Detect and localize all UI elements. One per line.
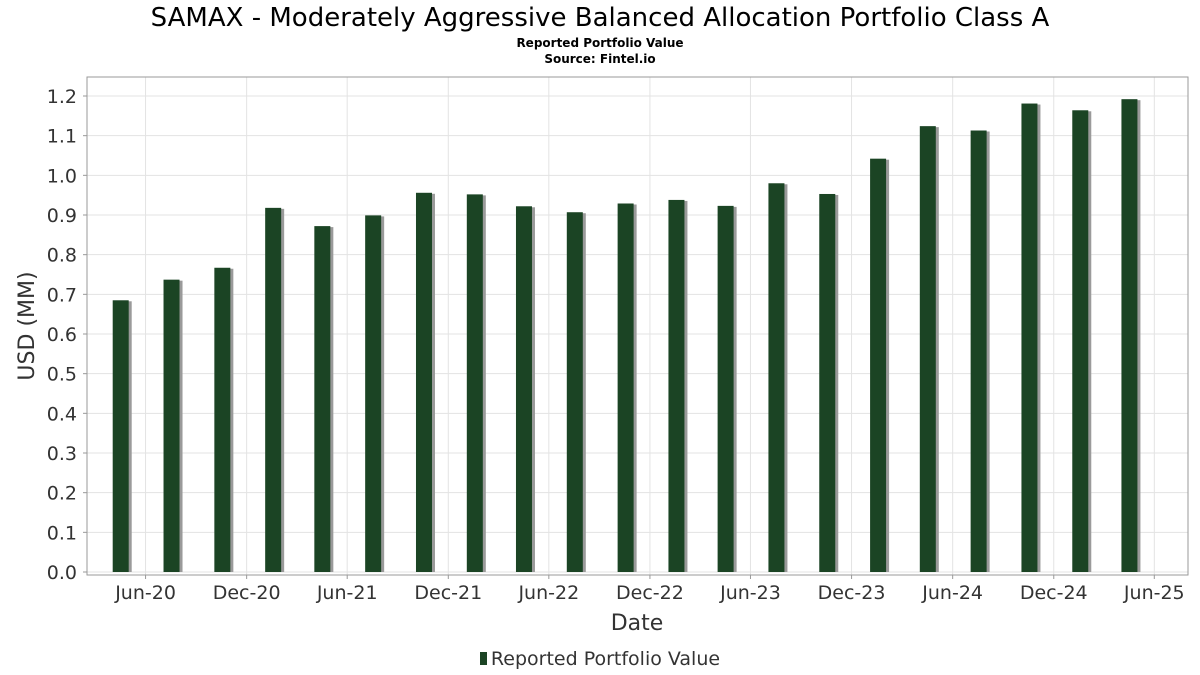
legend: Reported Portfolio Value	[0, 648, 1200, 670]
chart-subtitle: Reported Portfolio Value	[516, 36, 684, 50]
y-tick-label: 0.3	[47, 443, 77, 465]
y-tick-label: 0.6	[47, 324, 77, 346]
bar	[617, 203, 634, 572]
y-tick-label: 0.9	[47, 205, 77, 227]
x-tick-label: Jun-24	[921, 582, 983, 604]
bar	[870, 158, 887, 572]
x-tick-label: Jun-21	[316, 582, 378, 604]
bar	[112, 300, 129, 572]
bar	[970, 130, 987, 572]
x-axis-ticks: Jun-20 Dec-20 Jun-21 Dec-21 Jun-22 Dec-22 Jun-…	[114, 575, 1185, 604]
bars	[112, 99, 1141, 573]
bar	[668, 199, 685, 572]
y-axis-label: USD (MM)	[15, 271, 40, 380]
bar	[1021, 103, 1038, 572]
bar	[515, 206, 532, 573]
bar	[819, 193, 836, 572]
bar	[1121, 99, 1138, 572]
y-tick-label: 0.4	[47, 403, 77, 425]
bar	[365, 215, 382, 572]
x-tick-label: Dec-20	[213, 582, 281, 604]
y-tick-label: 1.0	[47, 165, 77, 187]
legend-swatch	[479, 652, 487, 665]
bar	[919, 126, 936, 572]
y-tick-label: 1.1	[47, 126, 77, 148]
x-tick-label: Dec-24	[1020, 582, 1088, 604]
chart-source: Source: Fintel.io	[544, 52, 656, 66]
x-tick-label: Dec-23	[818, 582, 886, 604]
legend-label: Reported Portfolio Value	[490, 648, 721, 670]
bar	[415, 192, 432, 572]
y-axis-ticks: 0.0 0.1 0.2 0.3 0.4 0.5 0.6 0.7 0.8 0.9 1.0 1.1 1.2	[47, 86, 87, 584]
y-tick-label: 0.0	[47, 562, 77, 584]
bar	[314, 226, 331, 572]
bar	[768, 183, 785, 572]
bar	[1072, 110, 1089, 572]
x-tick-label: Dec-22	[616, 582, 684, 604]
x-tick-label: Jun-25	[1123, 582, 1185, 604]
chart-title: SAMAX - Moderately Aggressive Balanced A…	[150, 3, 1050, 33]
bar	[265, 207, 282, 573]
plot-area	[86, 76, 1189, 576]
x-tick-label: Jun-23	[719, 582, 781, 604]
bar	[163, 279, 180, 572]
y-tick-label: 0.5	[47, 364, 77, 386]
y-tick-label: 0.2	[47, 483, 77, 505]
x-tick-label: Jun-22	[517, 582, 579, 604]
bar	[214, 267, 231, 572]
x-axis-label: Date	[611, 611, 664, 636]
bar	[717, 205, 734, 573]
x-tick-label: Jun-20	[114, 582, 176, 604]
y-tick-label: 0.1	[47, 522, 77, 544]
y-tick-label: 1.2	[47, 86, 77, 108]
x-tick-label: Dec-21	[414, 582, 482, 604]
bar	[466, 194, 483, 572]
y-tick-label: 0.8	[47, 245, 77, 267]
y-tick-label: 0.7	[47, 284, 77, 306]
bar	[566, 212, 583, 572]
